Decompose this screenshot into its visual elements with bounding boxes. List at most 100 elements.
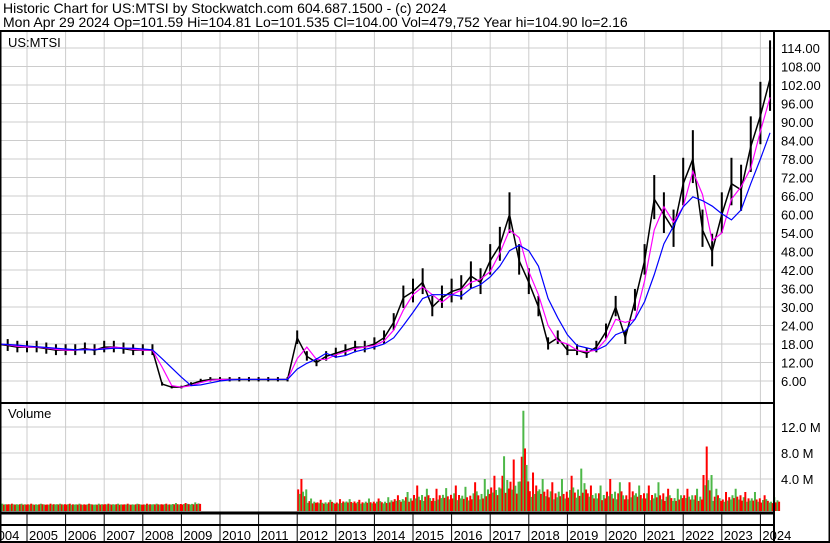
volume-bar bbox=[388, 502, 391, 511]
year-label: 2015 bbox=[415, 528, 444, 543]
chart-header-quote: Mon Apr 29 2024 Op=101.59 Hi=104.81 Lo=1… bbox=[3, 14, 628, 30]
year-label: 2004 bbox=[0, 528, 19, 543]
volume-bar bbox=[647, 485, 650, 511]
volume-bar bbox=[467, 500, 470, 511]
volume-bar bbox=[400, 501, 403, 511]
volume-bar bbox=[403, 500, 406, 511]
volume-bar bbox=[125, 504, 128, 511]
price-tick-label: 24.00 bbox=[781, 319, 814, 334]
volume-bar bbox=[70, 504, 73, 511]
volume-bar bbox=[448, 499, 451, 511]
volume-bar bbox=[4, 504, 7, 511]
volume-bar bbox=[507, 488, 510, 511]
volume-bar bbox=[464, 486, 467, 511]
volume-bar bbox=[593, 498, 596, 511]
volume-bar bbox=[575, 497, 578, 511]
price-tick-label: 78.00 bbox=[781, 152, 814, 167]
volume-bar bbox=[515, 493, 518, 511]
year-label: 2005 bbox=[29, 528, 58, 543]
volume-bar bbox=[329, 499, 332, 511]
year-label: 2021 bbox=[647, 528, 676, 543]
volume-bar bbox=[599, 485, 602, 511]
volume-bar bbox=[533, 494, 536, 511]
volume-bar bbox=[676, 488, 679, 511]
volume-bar bbox=[157, 504, 160, 511]
volume-bar bbox=[404, 497, 407, 511]
volume-bar bbox=[347, 502, 350, 511]
year-label: 2012 bbox=[299, 528, 328, 543]
volume-bar bbox=[565, 491, 568, 511]
volume-bar bbox=[131, 504, 134, 511]
volume-bar bbox=[604, 498, 607, 511]
volume-bar bbox=[673, 498, 676, 511]
volume-bar bbox=[716, 495, 719, 511]
volume-bar bbox=[123, 504, 126, 511]
volume-bar bbox=[663, 500, 666, 511]
volume-bar bbox=[57, 504, 60, 511]
volume-bar bbox=[689, 499, 692, 511]
volume-bar bbox=[22, 504, 25, 511]
volume-bar bbox=[189, 504, 192, 511]
volume-bar bbox=[652, 498, 655, 511]
volume-bar bbox=[622, 495, 625, 511]
volume-bar bbox=[179, 504, 182, 511]
volume-bar bbox=[570, 475, 573, 511]
volume-bar bbox=[390, 500, 393, 511]
volume-bar bbox=[477, 495, 480, 511]
volume-bar bbox=[121, 504, 124, 511]
volume-bar bbox=[532, 472, 535, 511]
volume-bar bbox=[46, 504, 49, 511]
volume-bar bbox=[393, 499, 396, 511]
volume-bar bbox=[310, 498, 313, 511]
volume-bar bbox=[642, 493, 645, 511]
volume-bar bbox=[146, 503, 149, 511]
volume-bar bbox=[334, 503, 337, 511]
year-label: 2010 bbox=[222, 528, 251, 543]
volume-bar bbox=[591, 495, 594, 511]
volume-bar bbox=[483, 479, 486, 511]
volume-bar bbox=[466, 497, 469, 511]
volume-bar bbox=[1, 503, 4, 511]
price-tick-label: 36.00 bbox=[781, 282, 814, 297]
volume-bar bbox=[10, 503, 13, 511]
volume-bar bbox=[544, 496, 547, 511]
volume-bar bbox=[97, 503, 100, 511]
volume-bar bbox=[707, 480, 710, 511]
volume-bar bbox=[774, 502, 777, 511]
year-label: 2023 bbox=[724, 528, 753, 543]
volume-bar bbox=[744, 492, 747, 511]
volume-bar bbox=[14, 504, 17, 511]
volume-bar bbox=[557, 491, 560, 511]
volume-bar bbox=[713, 496, 716, 511]
year-label: 2019 bbox=[569, 528, 598, 543]
short-moving-average bbox=[0, 97, 771, 388]
volume-bar bbox=[623, 499, 626, 511]
volume-bar bbox=[768, 502, 771, 511]
volume-bar bbox=[681, 498, 684, 511]
volume-bar bbox=[137, 504, 140, 511]
volume-bar bbox=[367, 498, 370, 511]
volume-bar bbox=[28, 504, 31, 511]
volume-bar bbox=[588, 496, 591, 511]
year-label: 2017 bbox=[492, 528, 521, 543]
volume-bar bbox=[117, 503, 120, 511]
volume-bar bbox=[696, 488, 699, 511]
volume-bar bbox=[401, 499, 404, 511]
volume-bar bbox=[520, 456, 523, 511]
year-label: 2007 bbox=[106, 528, 135, 543]
volume-bar bbox=[417, 496, 420, 511]
volume-bar bbox=[569, 490, 572, 511]
volume-bar bbox=[704, 485, 707, 511]
volume-bar bbox=[720, 500, 723, 511]
volume-bar bbox=[435, 488, 438, 511]
volume-bar bbox=[559, 496, 562, 511]
volume-bar bbox=[118, 504, 121, 511]
volume-bar bbox=[129, 504, 132, 511]
volume-bar bbox=[469, 495, 472, 511]
volume-bar bbox=[596, 498, 599, 511]
volume-bar bbox=[739, 495, 742, 511]
volume-bar bbox=[684, 498, 687, 511]
volume-bar bbox=[39, 503, 42, 511]
volume-bar bbox=[149, 504, 152, 511]
volume-bar bbox=[302, 491, 305, 511]
